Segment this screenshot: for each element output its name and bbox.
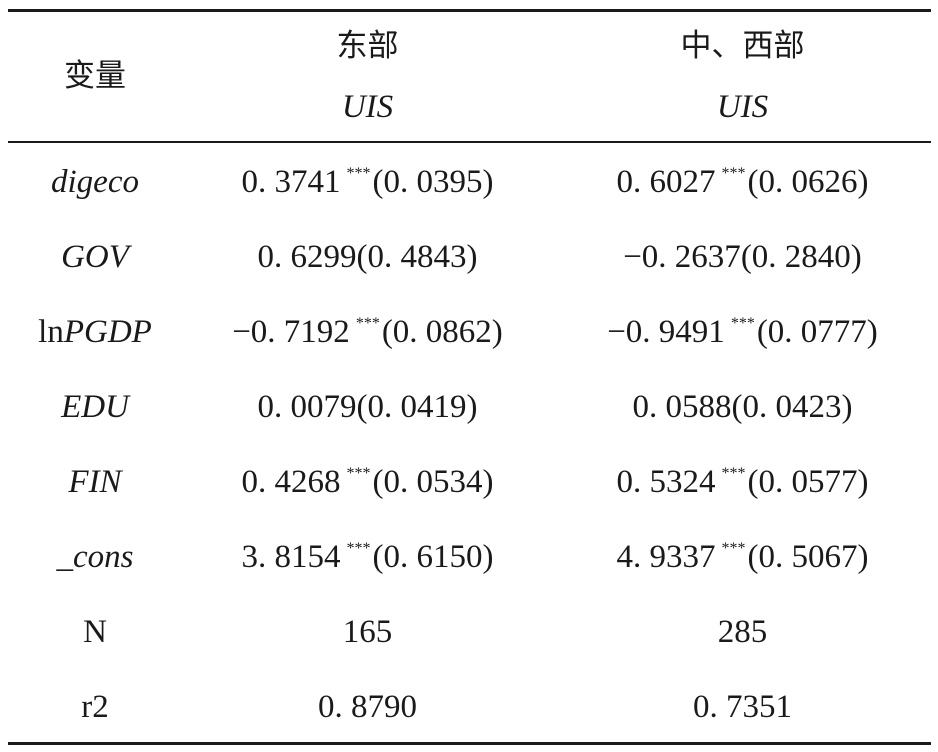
east-significance-stars: ***: [355, 315, 380, 332]
central-west-significance-stars: ***: [730, 315, 755, 332]
variable-name-cell: N: [10, 612, 180, 652]
table-top-rule: [8, 9, 931, 12]
variable-name-cell: r2: [10, 687, 180, 727]
east-value-cell: 3. 8154 ***(0. 6150): [185, 537, 550, 577]
central-west-value-cell: 0. 0588(0. 0423): [560, 387, 925, 427]
variable-name: _cons: [56, 539, 134, 575]
central-west-value-cell: −0. 2637(0. 2840): [560, 237, 925, 277]
east-standard-error: (0. 0862): [381, 314, 503, 350]
central-west-coefficient: −0. 9491: [607, 314, 725, 350]
central-west-value-cell: 0. 7351: [560, 687, 925, 727]
table-bottom-rule: [8, 742, 931, 745]
east-value-cell: 0. 0079(0. 0419): [185, 387, 550, 427]
central-west-coefficient: 0. 5324: [616, 464, 716, 500]
east-coefficient: 0. 4268: [241, 464, 341, 500]
east-standard-error: (0. 4843): [356, 239, 478, 275]
central-west-standard-error: (0. 5067): [747, 539, 869, 575]
variable-name: r2: [81, 689, 109, 725]
central-west-significance-stars: ***: [721, 540, 746, 557]
east-value-cell: 0. 8790: [185, 687, 550, 727]
east-coefficient: 165: [342, 614, 393, 650]
variable-name-cell: EDU: [10, 387, 180, 427]
central-west-standard-error: (0. 0777): [756, 314, 878, 350]
header-group-central-west: 中、西部: [680, 28, 805, 64]
central-west-coefficient: −0. 2637: [623, 239, 741, 275]
variable-name-cell: GOV: [10, 237, 180, 277]
central-west-standard-error: (0. 0577): [747, 464, 869, 500]
east-value-cell: 165: [185, 612, 550, 652]
east-coefficient: 0. 3741: [241, 164, 341, 200]
central-west-value-cell: 285: [560, 612, 925, 652]
east-standard-error: (0. 6150): [372, 539, 494, 575]
table-header-rule: [8, 141, 931, 143]
variable-name: N: [83, 614, 107, 650]
central-west-coefficient: 285: [717, 614, 768, 650]
central-west-coefficient: 0. 6027: [616, 164, 716, 200]
variable-name: FIN: [68, 464, 122, 500]
variable-name: PGDP: [63, 314, 152, 350]
east-value-cell: −0. 7192 ***(0. 0862): [185, 312, 550, 352]
east-coefficient: 0. 8790: [318, 689, 417, 725]
variable-name: EDU: [61, 389, 129, 425]
central-west-value-cell: 0. 5324 ***(0. 0577): [560, 462, 925, 502]
central-west-coefficient: 4. 9337: [616, 539, 716, 575]
east-significance-stars: ***: [346, 540, 371, 557]
header-variable-label: 变量: [64, 58, 126, 94]
central-west-significance-stars: ***: [721, 465, 746, 482]
variable-name: digeco: [51, 164, 139, 200]
east-value-cell: 0. 4268 ***(0. 0534): [185, 462, 550, 502]
central-west-coefficient: 0. 0588: [632, 389, 732, 425]
central-west-coefficient: 0. 7351: [693, 689, 792, 725]
east-coefficient: 3. 8154: [241, 539, 341, 575]
variable-name-prefix: ln: [38, 314, 64, 350]
central-west-standard-error: (0. 0626): [747, 164, 869, 200]
east-value-cell: 0. 6299(0. 4843): [185, 237, 550, 277]
central-west-value-cell: −0. 9491 ***(0. 0777): [560, 312, 925, 352]
central-west-significance-stars: ***: [721, 165, 746, 182]
header-group-east: 东部: [336, 28, 399, 64]
east-significance-stars: ***: [346, 465, 371, 482]
east-standard-error: (0. 0534): [372, 464, 494, 500]
east-coefficient: 0. 0079: [257, 389, 357, 425]
variable-name-cell: FIN: [10, 462, 180, 502]
central-west-value-cell: 0. 6027 ***(0. 0626): [560, 162, 925, 202]
variable-name-cell: lnPGDP: [10, 312, 180, 352]
variable-name-cell: digeco: [10, 162, 180, 202]
east-coefficient: 0. 6299: [257, 239, 357, 275]
variable-name: GOV: [61, 239, 129, 275]
central-west-standard-error: (0. 0423): [731, 389, 853, 425]
central-west-standard-error: (0. 2840): [740, 239, 862, 275]
east-coefficient: −0. 7192: [232, 314, 350, 350]
east-value-cell: 0. 3741 ***(0. 0395): [185, 162, 550, 202]
east-standard-error: (0. 0395): [372, 164, 494, 200]
east-significance-stars: ***: [346, 165, 371, 182]
central-west-value-cell: 4. 9337 ***(0. 5067): [560, 537, 925, 577]
header-dep-var-east: UIS: [341, 89, 394, 125]
header-dep-var-central-west: UIS: [716, 89, 769, 125]
variable-name-cell: _cons: [10, 537, 180, 577]
east-standard-error: (0. 0419): [356, 389, 478, 425]
